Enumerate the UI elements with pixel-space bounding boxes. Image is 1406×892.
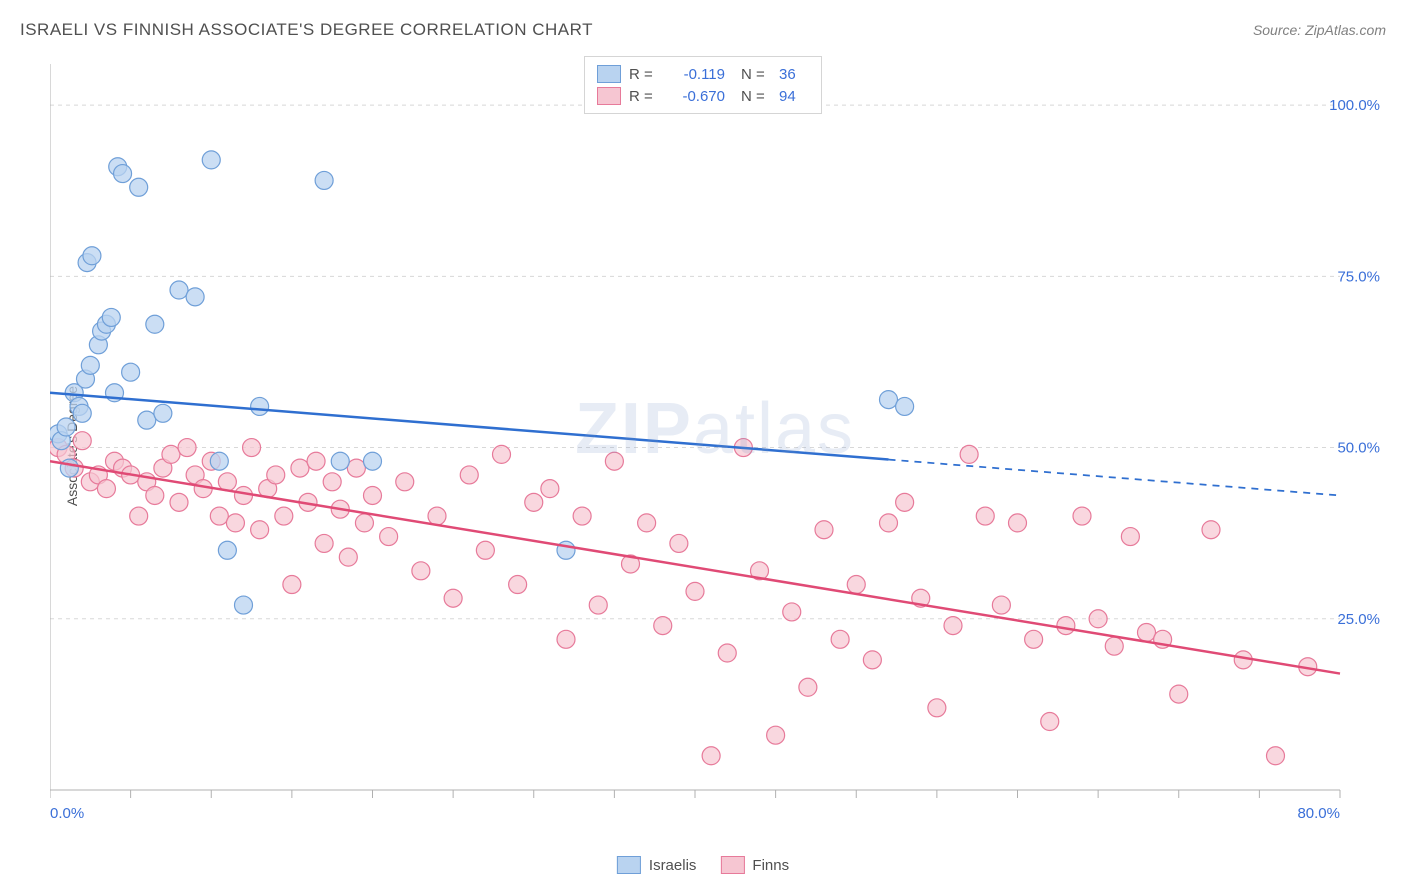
chart-area: 25.0%50.0%75.0%100.0%0.0%80.0% ZIPatlas	[50, 50, 1380, 840]
svg-text:75.0%: 75.0%	[1337, 268, 1380, 285]
legend-label-israelis: Israelis	[649, 857, 697, 874]
scatter-plot: 25.0% 50.0% 75.0% 100.0% 0.0% 80.0%	[50, 50, 1380, 840]
svg-text:80.0%: 80.0%	[1297, 805, 1340, 822]
svg-text:25.0%: 25.0%	[1337, 611, 1380, 628]
legend-row-finns: R = -0.670 N = 94	[597, 85, 809, 107]
svg-text:100.0%: 100.0%	[1329, 97, 1380, 114]
svg-text:0.0%: 0.0%	[50, 805, 84, 822]
r-label: R =	[629, 88, 659, 105]
legend-item-finns: Finns	[720, 856, 789, 874]
svg-text:50.0%: 50.0%	[1337, 440, 1380, 457]
legend-row-israelis: R = -0.119 N = 36	[597, 63, 809, 85]
n-label: N =	[733, 66, 771, 83]
r-value-israelis: -0.119	[667, 66, 725, 83]
n-value-israelis: 36	[779, 66, 809, 83]
swatch-finns	[720, 856, 744, 874]
legend-item-israelis: Israelis	[617, 856, 697, 874]
n-value-finns: 94	[779, 88, 809, 105]
source-link[interactable]: ZipAtlas.com	[1305, 22, 1386, 38]
header: ISRAELI VS FINNISH ASSOCIATE'S DEGREE CO…	[20, 20, 1386, 40]
r-label: R =	[629, 66, 659, 83]
swatch-israelis	[617, 856, 641, 874]
correlation-legend: R = -0.119 N = 36 R = -0.670 N = 94	[584, 56, 822, 114]
source-attribution: Source: ZipAtlas.com	[1253, 22, 1386, 38]
chart-title: ISRAELI VS FINNISH ASSOCIATE'S DEGREE CO…	[20, 20, 593, 40]
source-label: Source:	[1253, 22, 1305, 38]
series-legend: Israelis Finns	[617, 856, 789, 874]
legend-label-finns: Finns	[752, 857, 789, 874]
swatch-finns	[597, 87, 621, 105]
swatch-israelis	[597, 65, 621, 83]
r-value-finns: -0.670	[667, 88, 725, 105]
n-label: N =	[733, 88, 771, 105]
